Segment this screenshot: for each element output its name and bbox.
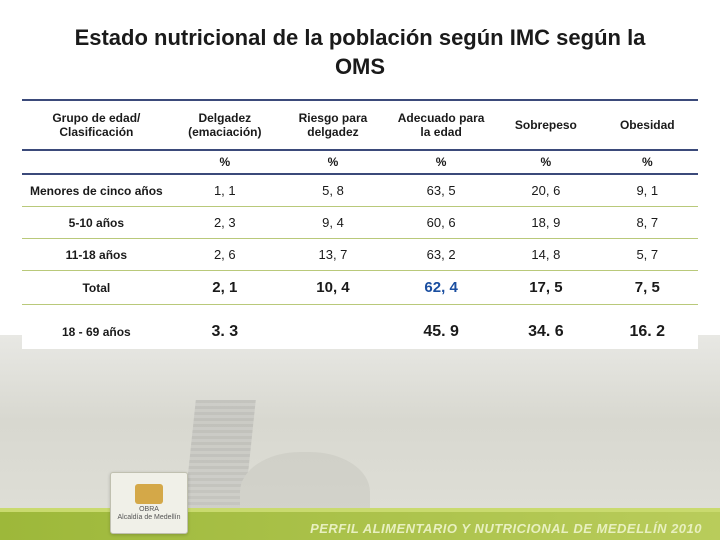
cell: 2, 6: [171, 239, 279, 271]
pct-blank: [22, 150, 171, 174]
pct-delgadez: %: [171, 150, 279, 174]
row-label: 11-18 años: [22, 239, 171, 271]
table-row: 5-10 años 2, 3 9, 4 60, 6 18, 9 8, 7: [22, 207, 698, 239]
pct-sobrepeso: %: [495, 150, 596, 174]
cell: 5, 7: [597, 239, 698, 271]
table-header-row: Grupo de edad/ Clasificación Delgadez (e…: [22, 100, 698, 150]
row-label-adult: 18 - 69 años: [22, 307, 171, 349]
cell: 5, 8: [279, 174, 387, 207]
badge-logo-icon: [135, 484, 163, 504]
cell: 16. 2: [597, 307, 698, 349]
cell: 2, 3: [171, 207, 279, 239]
pct-obesidad: %: [597, 150, 698, 174]
cell: 34. 6: [495, 307, 596, 349]
cell: 2, 1: [171, 271, 279, 305]
col-adecuado: Adecuado para la edad: [387, 100, 495, 150]
cell: 9, 1: [597, 174, 698, 207]
table-pct-row: % % % % %: [22, 150, 698, 174]
row-label-total: Total: [22, 271, 171, 305]
cell: 63, 5: [387, 174, 495, 207]
col-obesidad: Obesidad: [597, 100, 698, 150]
cell: 17, 5: [495, 271, 596, 305]
table-row-adult: 18 - 69 años 3. 3 45. 9 34. 6 16. 2: [22, 307, 698, 349]
cell: 8, 7: [597, 207, 698, 239]
footer-badge: OBRA Alcaldía de Medellín: [110, 472, 188, 534]
table-container: Grupo de edad/ Clasificación Delgadez (e…: [0, 99, 720, 349]
col-delgadez: Delgadez (emaciación): [171, 100, 279, 150]
col-riesgo: Riesgo para delgadez: [279, 100, 387, 150]
pct-riesgo: %: [279, 150, 387, 174]
cell: 45. 9: [387, 307, 495, 349]
footer: PERFIL ALIMENTARIO Y NUTRICIONAL DE MEDE…: [0, 486, 720, 540]
cell: 3. 3: [171, 307, 279, 349]
cell: 9, 4: [279, 207, 387, 239]
badge-line2: Alcaldía de Medellín: [117, 514, 180, 522]
footer-brand-text: PERFIL ALIMENTARIO Y NUTRICIONAL DE MEDE…: [310, 521, 702, 536]
cell: 60, 6: [387, 207, 495, 239]
cell: 13, 7: [279, 239, 387, 271]
table-row: Menores de cinco años 1, 1 5, 8 63, 5 20…: [22, 174, 698, 207]
cell-highlight: 62, 4: [387, 271, 495, 305]
page-title: Estado nutricional de la población según…: [0, 0, 720, 99]
pct-adecuado: %: [387, 150, 495, 174]
cell: 14, 8: [495, 239, 596, 271]
row-label: Menores de cinco años: [22, 174, 171, 207]
table-row-total: Total 2, 1 10, 4 62, 4 17, 5 7, 5: [22, 271, 698, 305]
cell: 20, 6: [495, 174, 596, 207]
cell: 10, 4: [279, 271, 387, 305]
row-label: 5-10 años: [22, 207, 171, 239]
badge-line1: OBRA: [139, 506, 159, 514]
cell: 18, 9: [495, 207, 596, 239]
col-group: Grupo de edad/ Clasificación: [22, 100, 171, 150]
nutrition-table: Grupo de edad/ Clasificación Delgadez (e…: [22, 99, 698, 349]
cell: [279, 307, 387, 349]
cell: 63, 2: [387, 239, 495, 271]
col-sobrepeso: Sobrepeso: [495, 100, 596, 150]
table-row: 11-18 años 2, 6 13, 7 63, 2 14, 8 5, 7: [22, 239, 698, 271]
cell: 1, 1: [171, 174, 279, 207]
cell: 7, 5: [597, 271, 698, 305]
table-body: Menores de cinco años 1, 1 5, 8 63, 5 20…: [22, 174, 698, 349]
